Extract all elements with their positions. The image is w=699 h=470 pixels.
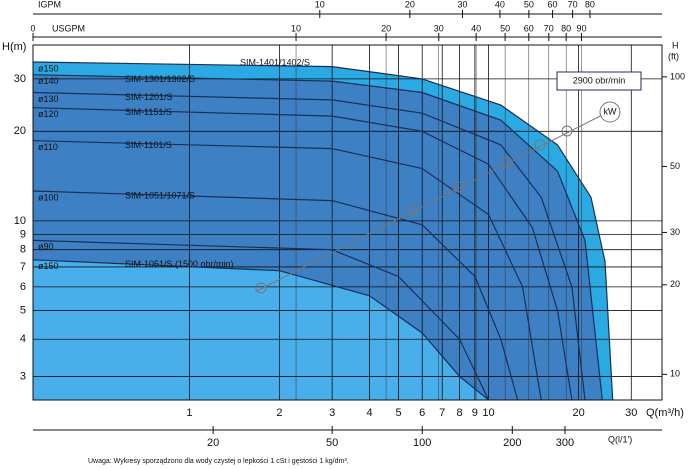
- bottom2-tick-label: 20: [207, 437, 219, 449]
- y-tick-label: 9: [20, 228, 26, 240]
- y-tick-label: 7: [20, 261, 26, 273]
- y-tick-label: 10: [14, 215, 26, 227]
- curve-area: [33, 259, 489, 400]
- top-tick-label: 70: [544, 23, 554, 33]
- x-tick-label: 9: [472, 407, 478, 419]
- top-tick-label: 80: [561, 23, 571, 33]
- speed-label: 2900 obr/min: [573, 75, 626, 85]
- grid-layer: [32, 45, 662, 400]
- diameter-label: ø130: [38, 94, 59, 104]
- top-tick-label: 40: [471, 23, 481, 33]
- y2-tick-label: 20: [670, 279, 680, 289]
- y-tick-label: 4: [20, 333, 26, 345]
- x-tick-label: 30: [625, 407, 637, 419]
- plot-frame: [32, 44, 663, 401]
- series-label: SIM-1401/1402/S: [240, 57, 310, 67]
- diameter-label: ø150: [38, 63, 59, 73]
- top-tick-label: 50: [524, 0, 534, 9]
- top-tick-label: 80: [585, 0, 595, 9]
- fill-layer: [33, 62, 613, 400]
- bottom2-tick-label: 200: [503, 437, 521, 449]
- bottom2-tick-label: 100: [413, 437, 431, 449]
- series-label: SIM-1051/1071/S: [125, 190, 195, 200]
- x-axis-title: Q(m³/h): [646, 407, 684, 419]
- x-tick-label: 2: [276, 407, 282, 419]
- x-tick-label: 10: [482, 407, 494, 419]
- usgpm-title: USGPM: [52, 23, 85, 33]
- y-tick-label: 5: [20, 304, 26, 316]
- pump-curve: [33, 259, 489, 400]
- top-tick-label: 30: [458, 0, 468, 9]
- note: Uwaga: Wykresy sporządzono dla wody czys…: [88, 458, 349, 465]
- top-tick-label: 10: [315, 0, 325, 9]
- pump-curve: [33, 74, 603, 400]
- diameter-label: ø140: [38, 76, 59, 86]
- diameter-label: ø110: [38, 142, 58, 152]
- series-label: SIM-1101/S: [125, 140, 172, 150]
- top-tick-label: 30: [434, 23, 444, 33]
- y-tick-label: 20: [14, 125, 26, 137]
- top-tick-label: 50: [500, 23, 510, 33]
- diameter-label: ø90: [38, 242, 54, 252]
- top-tick-label: 20: [405, 0, 415, 9]
- diameter-label: ø120: [38, 109, 59, 119]
- top-tick-label: 60: [524, 23, 534, 33]
- top-tick-label: 10: [291, 23, 301, 33]
- x-tick-label: 4: [366, 407, 372, 419]
- y2-tick-label: 100: [670, 71, 685, 81]
- top-tick-label: 20: [381, 23, 391, 33]
- series-label: SIM-1051/S (1500 obr/min): [125, 259, 234, 269]
- top-tick-label: 60: [548, 0, 558, 9]
- x-tick-label: 6: [419, 407, 425, 419]
- pump-curve: [33, 107, 573, 400]
- y-tick-label: 8: [20, 244, 26, 256]
- y-tick-label: 6: [20, 281, 26, 293]
- y-tick-label: 3: [20, 370, 26, 382]
- y2-tick-label: 10: [670, 369, 680, 379]
- top-tick-label: 40: [495, 0, 505, 9]
- y2-tick-label: 50: [670, 161, 680, 171]
- x-tick-label: 5: [395, 407, 401, 419]
- y-axis-title: H(m): [2, 41, 26, 53]
- top-tick-label: 90: [576, 23, 586, 33]
- pump-curve: [33, 190, 519, 400]
- pump-curve: [33, 61, 614, 400]
- x-tick-label: 3: [329, 407, 335, 419]
- top-tick-label: 0: [30, 23, 35, 33]
- bottom2-tick-label: 300: [556, 437, 574, 449]
- x-tick-label: 7: [439, 407, 445, 419]
- bottom2-tick-label: 50: [326, 437, 338, 449]
- series-label: SIM-1151/S: [125, 107, 172, 117]
- top-tick-label: 70: [568, 0, 578, 9]
- x-tick-label: 20: [572, 407, 584, 419]
- power-line: [254, 101, 621, 294]
- power-label: kW: [604, 106, 618, 116]
- y2-axis-title: H: [672, 40, 679, 50]
- series-label: SIM-1201/S: [125, 92, 173, 102]
- pump-curve: [33, 239, 490, 400]
- pump-curve: [33, 91, 586, 400]
- diameter-label: ø100: [38, 192, 59, 202]
- igpm-title: IGPM: [38, 0, 61, 9]
- speed-box: [556, 71, 642, 91]
- y2-tick-label: 30: [670, 227, 680, 237]
- series-label: SIM-1301/1302/S: [125, 74, 195, 84]
- y-tick-label: 30: [14, 73, 26, 85]
- x2-axis-title: Q(l/1'): [608, 434, 632, 444]
- diameter-label: ø150: [38, 261, 59, 271]
- y2-axis-unit: (ft): [668, 51, 679, 61]
- x-tick-label: 8: [457, 407, 463, 419]
- x-tick-label: 1: [186, 407, 192, 419]
